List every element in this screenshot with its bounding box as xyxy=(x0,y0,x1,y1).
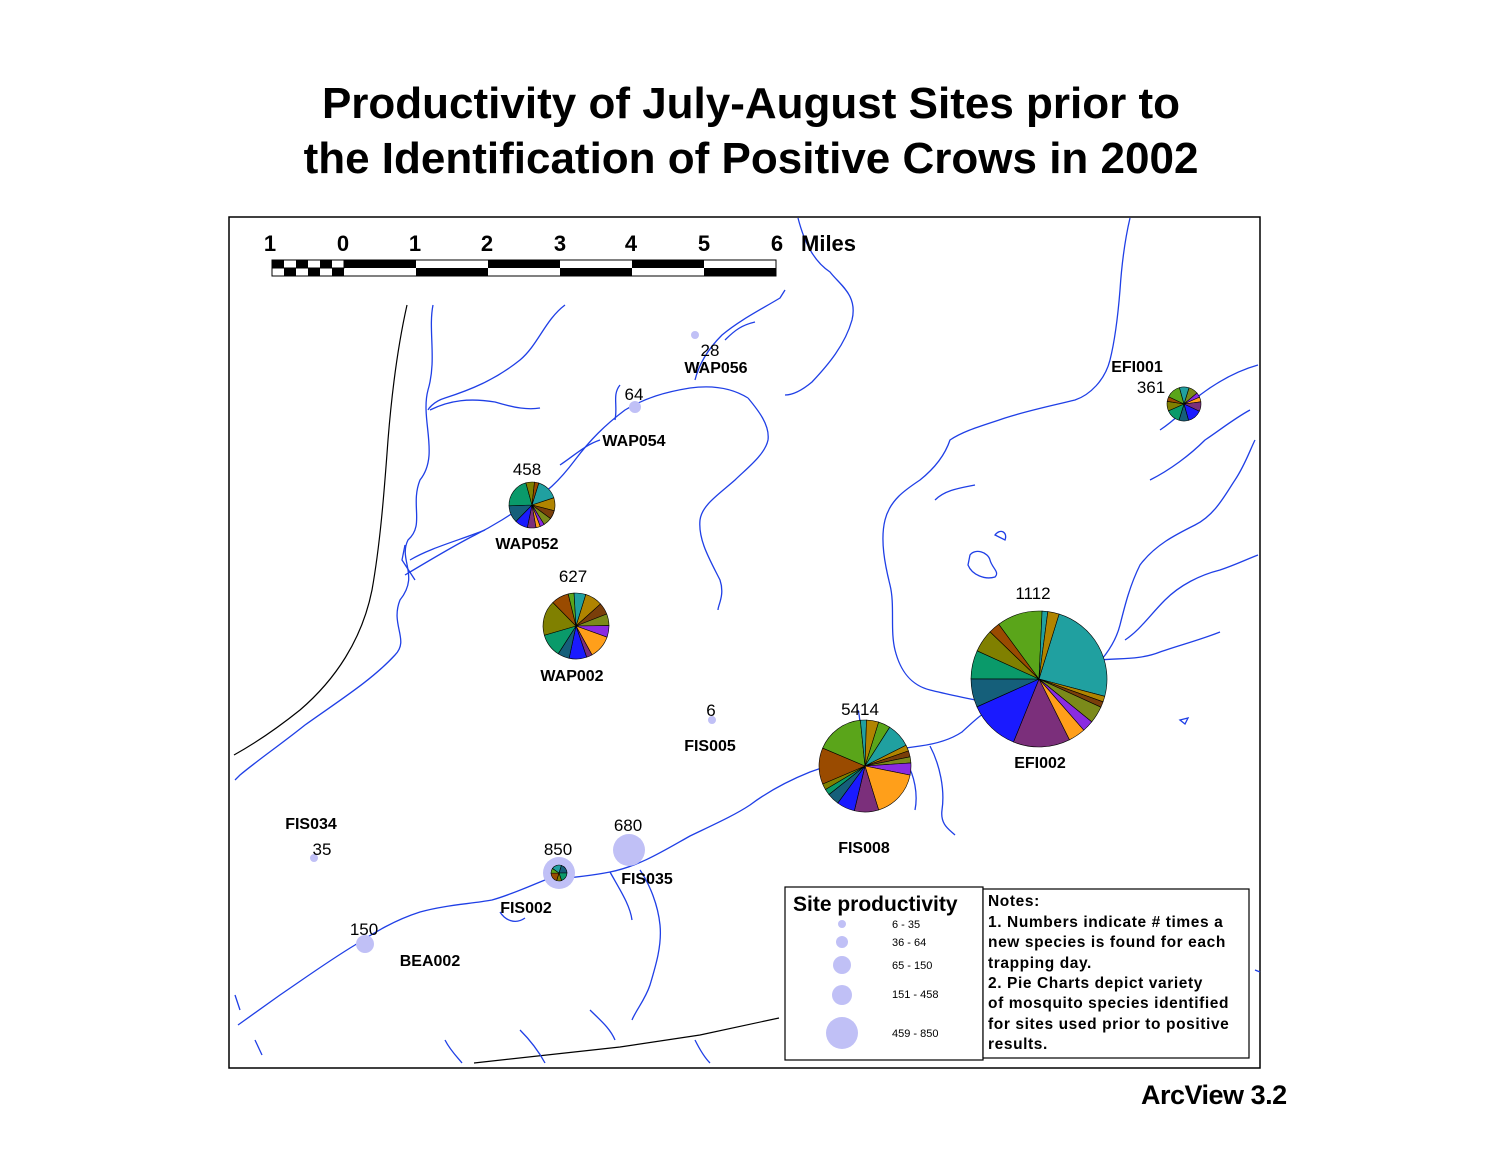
legend-symbol-5 xyxy=(826,1017,858,1049)
notes-line: Notes: xyxy=(988,893,1040,910)
site-label-efi001: EFI001 xyxy=(1111,359,1163,376)
site-dot-wap054 xyxy=(629,401,641,413)
site-label-fis035: FIS035 xyxy=(621,871,673,888)
site-label-wap054: WAP054 xyxy=(602,433,665,450)
scale-unit-label: Miles xyxy=(801,231,856,256)
legend-class-label: 151 - 458 xyxy=(892,989,938,1001)
count-label-fis034: 35 xyxy=(313,840,332,859)
legend-box xyxy=(784,886,984,1061)
site-label-efi002: EFI002 xyxy=(1014,755,1066,772)
legend-symbol-1 xyxy=(838,920,846,928)
scale-tick-label: 3 xyxy=(554,231,566,256)
count-label-fis005: 6 xyxy=(706,701,715,720)
site-label-bea002: BEA002 xyxy=(400,953,461,970)
pie-chart-efi001 xyxy=(1166,386,1202,422)
pie-slice xyxy=(573,592,587,627)
pie-slice xyxy=(1013,678,1070,748)
scale-bar: 1 0 1 2 3 4 5 6 Miles xyxy=(264,231,856,277)
pie-slice xyxy=(531,481,540,506)
pie-chart-fis008 xyxy=(818,719,912,813)
pie-slice xyxy=(864,765,911,811)
map-title-line-2: the Identification of Positive Crows in … xyxy=(303,134,1199,183)
coastline xyxy=(233,304,780,1064)
count-label-bea002: 150 xyxy=(350,920,378,939)
site-label-fis034: FIS034 xyxy=(285,816,337,833)
legend: Site productivity 6 - 35 36 - 64 65 - 15… xyxy=(784,886,984,1061)
site-labels: WAP056 WAP054 WAP052 WAP002 FIS005 FIS00… xyxy=(285,359,1163,970)
notes-line: 1. Numbers indicate # times a xyxy=(988,914,1223,931)
scale-tick-label: 1 xyxy=(264,231,276,256)
notes-line: results. xyxy=(988,1036,1048,1053)
pie-slice xyxy=(822,719,866,767)
pie-chart-wap052 xyxy=(508,481,556,529)
site-dot-wap056 xyxy=(691,331,699,339)
count-label-wap052: 458 xyxy=(513,460,541,479)
pie-slice xyxy=(1179,386,1190,406)
pie-slice xyxy=(1038,613,1108,697)
site-label-fis002: FIS002 xyxy=(500,900,552,917)
site-label-wap002: WAP002 xyxy=(540,668,603,685)
site-label-wap052: WAP052 xyxy=(495,536,558,553)
legend-symbol-2 xyxy=(836,936,848,948)
count-label-wap056: 28 xyxy=(701,341,720,360)
pie-slice xyxy=(864,719,879,767)
site-label-fis005: FIS005 xyxy=(684,738,736,755)
scale-tick-label: 4 xyxy=(625,231,638,256)
notes-line: of mosquito species identified xyxy=(988,995,1229,1012)
map-title-line-1: Productivity of July-August Sites prior … xyxy=(321,79,1181,128)
notes-frame xyxy=(982,888,1250,1059)
pie-chart-wap002 xyxy=(542,592,610,660)
legend-class-label: 6 - 35 xyxy=(892,919,920,931)
map-title: Productivity of July-August Sites prior … xyxy=(0,76,1502,186)
species-pie-charts xyxy=(508,386,1202,882)
site-dot-bea002 xyxy=(356,935,374,953)
legend-symbol-4 xyxy=(832,985,852,1005)
count-label-efi001: 361 xyxy=(1137,378,1165,397)
count-label-efi002: 1112 xyxy=(1015,584,1050,603)
count-labels: 28 64 458 627 6 5414 1112 361 35 850 680… xyxy=(313,341,1166,939)
site-dot-fis035 xyxy=(613,834,645,866)
notes-line: new species is found for each xyxy=(988,934,1226,951)
pie-slice xyxy=(552,864,562,874)
site-label-fis008: FIS008 xyxy=(838,840,890,857)
legend-class-label: 459 - 850 xyxy=(892,1028,938,1040)
count-label-fis008: 5414 xyxy=(841,700,879,719)
count-label-fis002: 850 xyxy=(544,840,572,859)
legend-class-label: 36 - 64 xyxy=(892,937,926,949)
notes-line: trapping day. xyxy=(988,955,1092,972)
scale-tick-label: 1 xyxy=(409,231,421,256)
scale-tick-label: 2 xyxy=(481,231,493,256)
scale-tick-label: 0 xyxy=(337,231,349,256)
legend-symbol-3 xyxy=(833,956,851,974)
site-label-wap056: WAP056 xyxy=(684,360,747,377)
legend-class-label: 65 - 150 xyxy=(892,960,932,972)
site-dot-fis034 xyxy=(310,854,318,862)
software-credit: ArcView 3.2 xyxy=(1141,1080,1287,1110)
notes-line: 2. Pie Charts depict variety xyxy=(988,975,1203,992)
count-label-wap054: 64 xyxy=(625,385,644,404)
count-label-fis035: 680 xyxy=(614,816,642,835)
pie-slice xyxy=(1038,611,1060,680)
notes-line: for sites used prior to positive xyxy=(988,1016,1229,1033)
notes-box: Notes: 1. Numbers indicate # times a new… xyxy=(982,888,1250,1059)
pie-chart-fis002 xyxy=(550,864,568,882)
scale-tick-label: 5 xyxy=(698,231,710,256)
scale-tick-label: 6 xyxy=(771,231,783,256)
legend-title: Site productivity xyxy=(793,893,958,916)
rivers xyxy=(234,217,1261,1064)
pie-chart-efi002 xyxy=(970,610,1108,748)
count-label-wap002: 627 xyxy=(559,567,587,586)
productivity-dots xyxy=(310,331,716,953)
map-frame xyxy=(228,216,1261,1069)
site-dot-fis005 xyxy=(708,716,716,724)
